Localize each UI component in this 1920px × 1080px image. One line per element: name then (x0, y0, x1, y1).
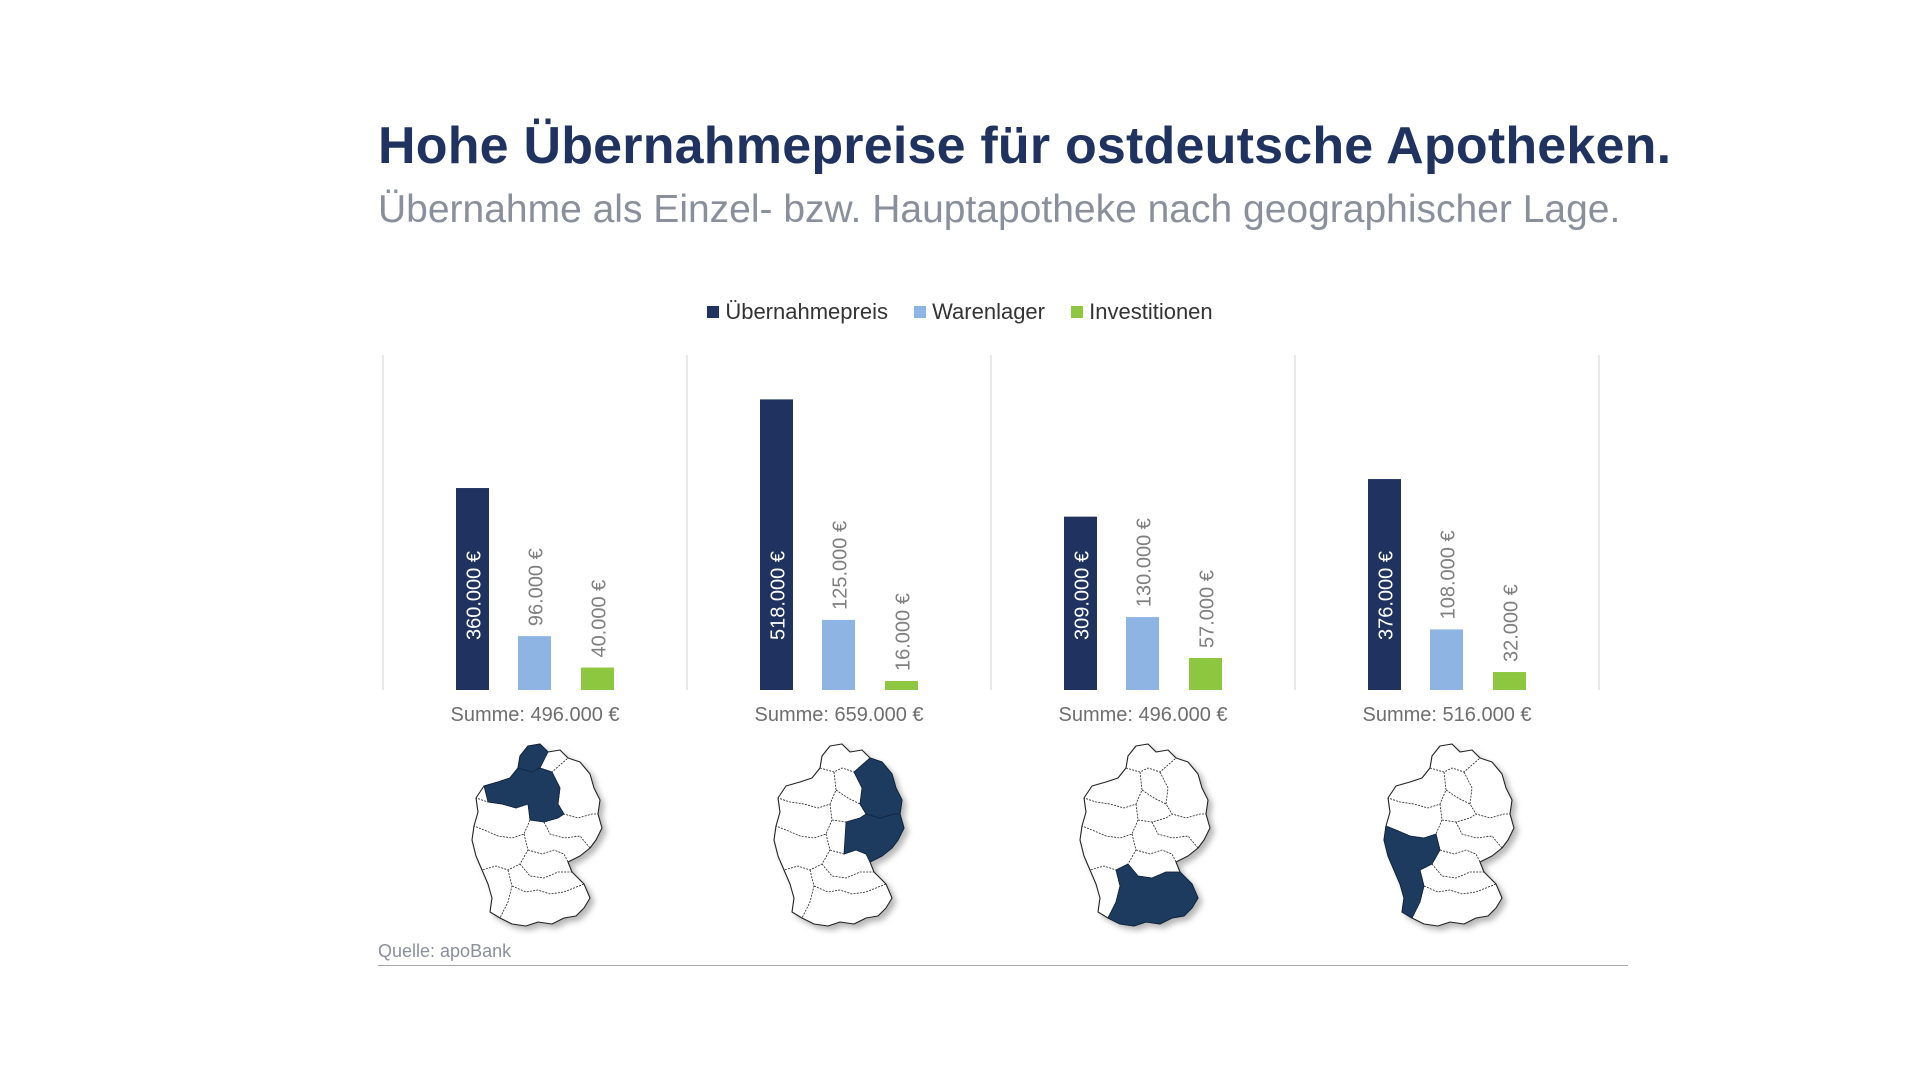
legend-label-uebernahmepreis: Übernahmepreis (725, 299, 888, 324)
bar-übernahmepreis (1368, 479, 1401, 690)
bar-warenlager (1126, 617, 1159, 690)
highlighted-region-ost (843, 757, 905, 863)
legend-item-warenlager: Warenlager (914, 299, 1045, 325)
data-label: 518.000 € (768, 551, 790, 640)
bar-warenlager (518, 636, 551, 690)
germany-map-west (1383, 743, 1515, 927)
sum-label: Summe: 659.000 € (755, 704, 924, 726)
source-note: Quelle: apoBank (378, 941, 512, 961)
data-label: 376.000 € (1376, 551, 1398, 640)
chart-title: Hohe Übernahmepreise für ostdeutsche Apo… (378, 117, 1672, 175)
bar-investitionen (581, 667, 614, 690)
bar-warenlager (822, 619, 855, 690)
legend-swatch-investitionen (1071, 306, 1084, 318)
bar-übernahmepreis (760, 399, 793, 690)
data-label: 360.000 € (464, 551, 486, 640)
legend-item-investitionen: Investitionen (1071, 299, 1213, 325)
sum-label: Summe: 496.000 € (451, 704, 620, 726)
highlighted-region-west (1383, 825, 1441, 919)
highlighted-region-süd (1107, 863, 1199, 927)
germany-map-süd (1079, 743, 1211, 927)
legend: Übernahmepreis Warenlager Investitionen (0, 298, 1920, 325)
data-label: 108.000 € (1438, 530, 1460, 619)
panel-2: 518.000 € 125.000 € 16.000 € Summe: 659.000… (755, 399, 924, 927)
data-label: 130.000 € (1134, 518, 1156, 607)
bar-übernahmepreis (456, 488, 489, 690)
bar-investitionen (1493, 672, 1526, 690)
panel-3: 309.000 € 130.000 € 57.000 € Summe: 496.000… (1059, 516, 1228, 927)
data-label: 16.000 € (893, 593, 915, 671)
germany-map-nordwest (471, 743, 603, 927)
bar-warenlager (1430, 629, 1463, 690)
legend-label-investitionen: Investitionen (1089, 299, 1213, 324)
panel-1: 360.000 € 96.000 € 40.000 € Summe: 496.000 … (451, 488, 620, 927)
legend-label-warenlager: Warenlager (932, 299, 1045, 324)
legend-swatch-warenlager (914, 306, 927, 318)
bottom-rule (378, 965, 1628, 966)
data-label: 40.000 € (589, 580, 611, 658)
data-label: 96.000 € (526, 548, 548, 626)
data-label: 309.000 € (1072, 551, 1094, 640)
data-label: 57.000 € (1197, 570, 1219, 648)
germany-map-ost (773, 743, 905, 927)
legend-swatch-uebernahmepreis (707, 306, 720, 318)
bar-übernahmepreis (1064, 516, 1097, 690)
bar-investitionen (885, 681, 918, 690)
bar-investitionen (1189, 658, 1222, 690)
data-label: 32.000 € (1501, 584, 1523, 662)
sum-label: Summe: 516.000 € (1363, 704, 1532, 726)
data-label: 125.000 € (830, 521, 852, 610)
legend-item-uebernahmepreis: Übernahmepreis (707, 299, 888, 325)
highlighted-region-nordwest (483, 743, 565, 823)
chart-subtitle: Übernahme als Einzel- bzw. Hauptapotheke… (378, 188, 1621, 231)
panel-4: 376.000 € 108.000 € 32.000 € Summe: 516.000… (1363, 479, 1532, 927)
sum-label: Summe: 496.000 € (1059, 704, 1228, 726)
